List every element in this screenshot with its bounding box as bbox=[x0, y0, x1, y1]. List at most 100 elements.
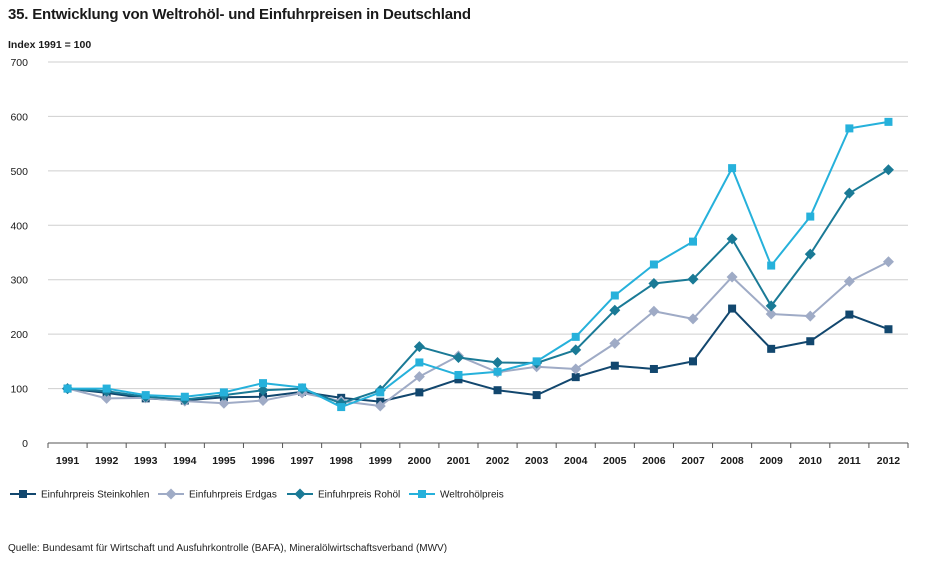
series-line bbox=[67, 168, 889, 405]
series-3 bbox=[62, 164, 894, 409]
x-tick-label: 1994 bbox=[173, 455, 197, 467]
data-point bbox=[767, 261, 776, 270]
data-point bbox=[804, 310, 816, 322]
data-point bbox=[337, 403, 346, 412]
x-tick-label: 2006 bbox=[642, 455, 666, 467]
data-point bbox=[63, 384, 72, 393]
legend-item: Einfuhrpreis Erdgas bbox=[158, 488, 277, 501]
data-point bbox=[141, 391, 150, 400]
data-point bbox=[726, 271, 738, 283]
legend-label: Einfuhrpreis Erdgas bbox=[189, 490, 277, 501]
data-point bbox=[767, 344, 776, 353]
data-point bbox=[571, 373, 580, 382]
x-tick-label: 2004 bbox=[564, 455, 588, 467]
data-point bbox=[219, 388, 228, 397]
grid-lines bbox=[48, 61, 908, 444]
x-tick-label: 2007 bbox=[681, 455, 705, 467]
data-point bbox=[492, 356, 504, 368]
data-point bbox=[609, 337, 621, 349]
data-point bbox=[610, 291, 619, 300]
series-1 bbox=[63, 304, 893, 406]
data-point bbox=[532, 391, 541, 400]
legend-label: Einfuhrpreis Rohöl bbox=[318, 490, 400, 501]
x-tick-label: 2000 bbox=[408, 455, 432, 467]
series-line bbox=[67, 120, 889, 409]
data-point bbox=[882, 164, 894, 176]
y-tick-label: 700 bbox=[10, 57, 28, 69]
x-tick-label: 1992 bbox=[95, 455, 119, 467]
data-point bbox=[415, 358, 424, 367]
series-4 bbox=[63, 117, 893, 412]
data-point bbox=[493, 367, 502, 376]
legend-marker bbox=[418, 490, 426, 498]
data-point bbox=[728, 164, 737, 173]
series-line bbox=[67, 307, 889, 403]
data-point bbox=[882, 256, 894, 268]
x-tick-label: 1995 bbox=[212, 455, 236, 467]
series-group bbox=[62, 117, 894, 412]
data-point bbox=[218, 397, 230, 409]
data-point bbox=[257, 395, 269, 407]
data-point bbox=[454, 370, 463, 379]
data-point bbox=[648, 305, 660, 317]
data-point bbox=[765, 308, 777, 320]
data-point bbox=[413, 371, 425, 383]
data-point bbox=[728, 304, 737, 313]
x-tick-label: 2005 bbox=[603, 455, 627, 467]
data-point bbox=[649, 364, 658, 373]
data-point bbox=[726, 233, 738, 245]
x-tick-label: 1999 bbox=[369, 455, 393, 467]
legend-label: Weltrohölpreis bbox=[440, 490, 504, 501]
data-point bbox=[102, 384, 111, 393]
data-point bbox=[884, 117, 893, 126]
data-point bbox=[415, 388, 424, 397]
x-axis-ticks: 1991 1992 1993 1994 1995 1996 1997 1998 1999 2000… bbox=[47, 443, 909, 467]
data-point bbox=[376, 388, 385, 397]
x-tick-label: 1993 bbox=[134, 455, 158, 467]
legend-item: Einfuhrpreis Rohöl bbox=[287, 488, 400, 501]
x-tick-label: 2012 bbox=[877, 455, 901, 467]
y-tick-label: 400 bbox=[10, 220, 28, 232]
legend-marker bbox=[19, 490, 27, 498]
data-point bbox=[571, 332, 580, 341]
x-tick-label: 2003 bbox=[525, 455, 549, 467]
x-tick-label: 2001 bbox=[447, 455, 471, 467]
chart-title: 35. Entwicklung von Weltrohöl- und Einfu… bbox=[8, 6, 471, 23]
data-point bbox=[687, 313, 699, 325]
legend-item: Einfuhrpreis Steinkohlen bbox=[10, 490, 149, 501]
data-point bbox=[570, 363, 582, 375]
data-point bbox=[493, 386, 502, 395]
legend-item: Weltrohölpreis bbox=[409, 490, 504, 501]
y-tick-label: 200 bbox=[10, 329, 28, 341]
data-point bbox=[610, 361, 619, 370]
data-point bbox=[454, 375, 463, 384]
legend-label: Einfuhrpreis Steinkohlen bbox=[41, 490, 149, 501]
data-point bbox=[689, 357, 697, 366]
x-tick-label: 1991 bbox=[56, 455, 80, 467]
legend-marker bbox=[165, 488, 177, 500]
y-tick-label: 500 bbox=[10, 166, 28, 178]
data-point bbox=[570, 344, 582, 356]
y-tick-label: 0 bbox=[22, 438, 28, 450]
data-point bbox=[374, 400, 386, 412]
data-point bbox=[649, 260, 658, 269]
x-tick-label: 1996 bbox=[251, 455, 275, 467]
source-note: Quelle: Bundesamt für Wirtschaft und Aus… bbox=[8, 543, 448, 554]
legend-marker bbox=[294, 488, 306, 500]
x-tick-label: 1998 bbox=[330, 455, 354, 467]
x-tick-label: 1997 bbox=[290, 455, 314, 467]
data-point bbox=[180, 392, 189, 401]
data-point bbox=[806, 212, 815, 221]
data-point bbox=[259, 379, 267, 388]
data-point bbox=[884, 325, 893, 334]
y-tick-label: 100 bbox=[10, 384, 28, 396]
y-tick-label: 300 bbox=[10, 275, 28, 287]
x-tick-label: 2009 bbox=[760, 455, 784, 467]
y-axis-ticks: 0 100 200 300 400 500 600 700 bbox=[10, 57, 28, 450]
data-point bbox=[689, 237, 697, 246]
data-point bbox=[765, 300, 777, 312]
data-point bbox=[257, 384, 269, 396]
data-point bbox=[804, 248, 816, 260]
x-tick-label: 2011 bbox=[838, 455, 861, 467]
